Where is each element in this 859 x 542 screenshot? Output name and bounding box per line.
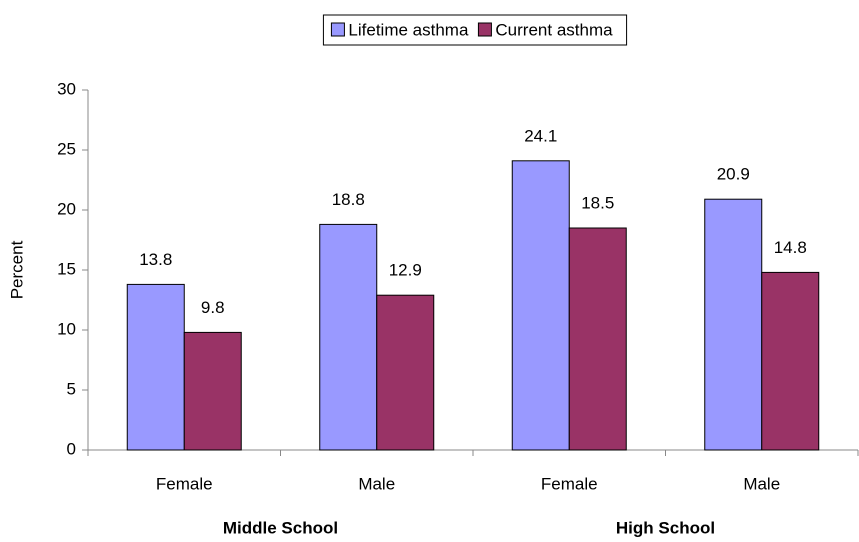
y-tick-label: 30 — [57, 79, 76, 98]
x-tick-label: Female — [156, 474, 213, 493]
x-tick-label: Male — [358, 474, 395, 493]
bar — [126, 283, 185, 451]
bar — [511, 160, 570, 451]
group-label: Middle School — [223, 518, 338, 537]
y-tick-label: 5 — [67, 379, 76, 398]
data-label: 12.9 — [389, 261, 422, 280]
y-tick-label: 20 — [57, 199, 76, 218]
data-label: 14.8 — [774, 238, 807, 257]
y-tick-label: 25 — [57, 139, 76, 158]
data-label: 9.8 — [201, 298, 225, 317]
data-label: 13.8 — [139, 250, 172, 269]
legend-label: Current asthma — [495, 20, 613, 39]
bar — [376, 294, 435, 451]
bar — [183, 331, 242, 451]
bar — [761, 271, 820, 451]
x-tick-label: Male — [743, 474, 780, 493]
group-label: High School — [616, 518, 715, 537]
legend-swatch — [330, 22, 345, 37]
data-label: 18.5 — [581, 193, 614, 212]
bar — [568, 227, 627, 451]
bar — [704, 198, 763, 451]
y-tick-label: 0 — [67, 439, 76, 458]
y-axis-label: Percent — [7, 240, 26, 299]
legend — [322, 14, 628, 46]
legend-swatch — [477, 22, 492, 37]
data-label: 18.8 — [332, 190, 365, 209]
y-tick-label: 15 — [57, 259, 76, 278]
legend-label: Lifetime asthma — [348, 20, 469, 39]
x-tick-label: Female — [541, 474, 598, 493]
y-tick-label: 10 — [57, 319, 76, 338]
data-label: 24.1 — [524, 126, 557, 145]
bar — [319, 223, 378, 451]
data-label: 20.9 — [717, 165, 750, 184]
